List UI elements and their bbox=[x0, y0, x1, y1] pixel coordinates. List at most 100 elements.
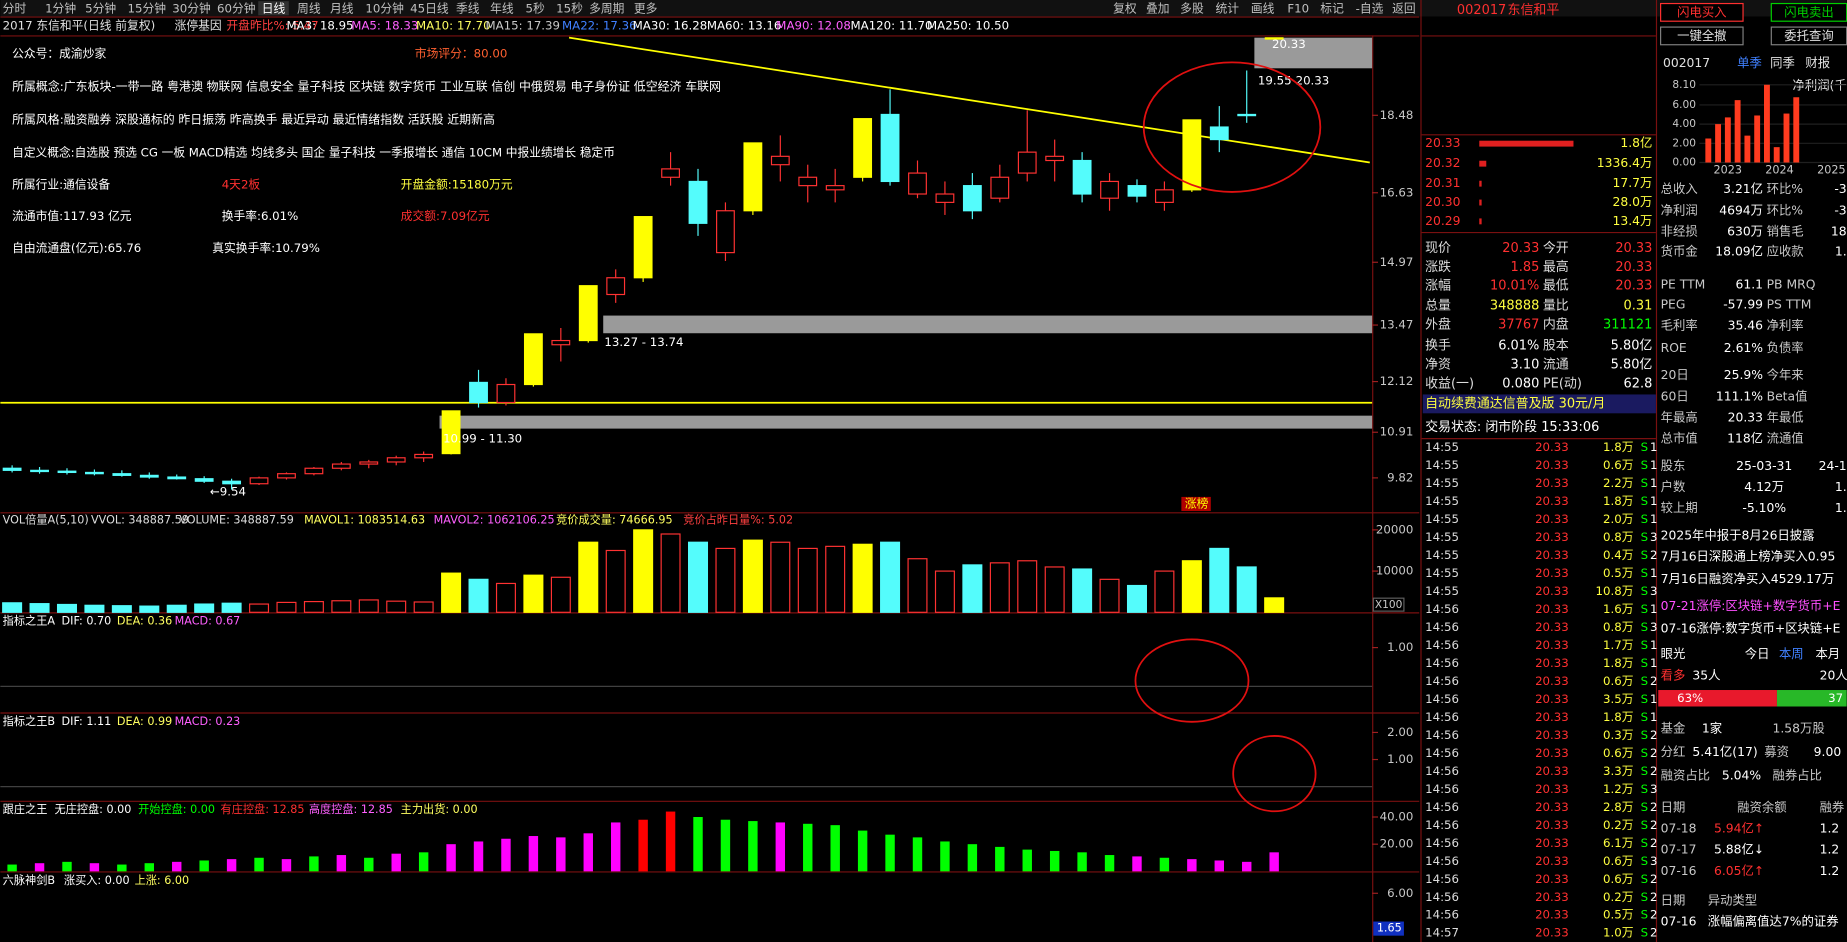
fin-cell: 年最低 bbox=[1767, 411, 1804, 425]
fin-tab[interactable]: 财报 bbox=[1805, 55, 1830, 70]
news-item[interactable]: 7月16日融资净买入4529.17万 bbox=[1661, 572, 1835, 586]
fin-tab[interactable]: 同季 bbox=[1770, 56, 1795, 70]
period-tab[interactable]: 日线 bbox=[262, 1, 286, 15]
tool-button[interactable]: 多股 bbox=[1180, 1, 1204, 15]
trade-side: S bbox=[1641, 440, 1648, 454]
stock-info: 流通市值:117.93 亿元 bbox=[12, 209, 132, 223]
panel-borders bbox=[0, 0, 1658, 942]
period-tab[interactable]: 60分钟 bbox=[217, 1, 256, 15]
period-tab[interactable]: 15秒 bbox=[556, 1, 583, 15]
trade-count: 1 bbox=[1650, 602, 1658, 616]
control-bar bbox=[583, 833, 593, 872]
period-tab[interactable]: 周线 bbox=[297, 1, 321, 15]
period-tab[interactable]: 年线 bbox=[490, 1, 514, 15]
quote-label: PE(动) bbox=[1543, 376, 1582, 391]
period-tab[interactable]: 更多 bbox=[634, 1, 658, 15]
control-bar bbox=[1077, 852, 1087, 872]
price-zone bbox=[603, 315, 1373, 334]
y-tick-label: 14.97 bbox=[1380, 255, 1414, 269]
bid-price: 20.33 bbox=[1425, 136, 1460, 150]
candle-body bbox=[633, 216, 653, 279]
button-frame[interactable] bbox=[1660, 2, 1744, 22]
volume-bar bbox=[797, 547, 818, 613]
volume-bar bbox=[962, 564, 983, 613]
volume-bar bbox=[1072, 568, 1093, 613]
tool-button[interactable]: 统计 bbox=[1216, 1, 1240, 15]
tool-button[interactable]: 叠加 bbox=[1146, 1, 1170, 15]
fin-cell: 总市值 bbox=[1661, 431, 1698, 446]
control-bar bbox=[62, 861, 72, 872]
fin-cell: PE TTM bbox=[1661, 277, 1706, 291]
control-bar bbox=[226, 859, 237, 872]
news-item[interactable]: 7月16日深股通上榜净买入0.95 bbox=[1661, 548, 1836, 563]
banner[interactable]: 自动续费通达信普及版 30元/月 bbox=[1425, 396, 1605, 411]
quote-value: 1.85 bbox=[1511, 260, 1540, 275]
fin-cell: PS TTM bbox=[1767, 297, 1812, 311]
candle-body bbox=[1017, 151, 1037, 174]
tool-button[interactable]: F10 bbox=[1287, 1, 1309, 15]
tool-button[interactable]: 标记 bbox=[1320, 1, 1344, 15]
quote-value: 5.80亿 bbox=[1611, 358, 1653, 373]
period-tab[interactable]: 15分钟 bbox=[128, 1, 167, 15]
control-bar bbox=[803, 823, 813, 872]
vision-tab[interactable]: 本月 bbox=[1815, 647, 1840, 661]
bid-volume: 13.4万 bbox=[1612, 214, 1652, 228]
quote-label: 最低 bbox=[1543, 279, 1569, 294]
period-tab[interactable]: 5秒 bbox=[526, 1, 545, 15]
control-bar bbox=[1187, 859, 1197, 872]
trade-count: 3 bbox=[1650, 854, 1658, 868]
fund-cell: 分红 bbox=[1661, 744, 1686, 759]
period-tab[interactable]: 45日线 bbox=[410, 1, 449, 15]
tool-button[interactable]: 复权 bbox=[1113, 1, 1137, 15]
fin-cell: 35.46 bbox=[1728, 319, 1764, 333]
period-tab[interactable]: 分时 bbox=[3, 1, 27, 15]
candle-body bbox=[962, 185, 982, 212]
tool-button[interactable]: 画线 bbox=[1251, 1, 1275, 15]
trade-volume: 2.0万 bbox=[1603, 512, 1634, 526]
control-bar bbox=[528, 836, 539, 872]
gene-tag[interactable]: 涨停基因 bbox=[175, 18, 222, 32]
control-bar bbox=[1132, 856, 1142, 872]
trade-price: 20.33 bbox=[1535, 458, 1569, 472]
annotation: 20.33 bbox=[1272, 37, 1306, 51]
trade-price: 20.33 bbox=[1535, 782, 1569, 796]
y-tick-label: 0.00 bbox=[1672, 156, 1696, 168]
news-item[interactable]: 2025年中报于8月26日披露 bbox=[1661, 527, 1815, 542]
trade-price: 20.33 bbox=[1535, 602, 1569, 616]
trade-time: 14:56 bbox=[1425, 728, 1459, 742]
action-button[interactable]: 闪电卖出 bbox=[1784, 5, 1833, 19]
news-item[interactable]: 07-16涨停:数字货币+区块链+E bbox=[1661, 620, 1841, 635]
trade-time: 14:55 bbox=[1425, 440, 1459, 454]
button-frame[interactable] bbox=[1660, 26, 1744, 46]
trade-side: S bbox=[1641, 674, 1648, 688]
news-item[interactable]: 07-21涨停:区块链+数字货币+E bbox=[1661, 598, 1841, 613]
action-button[interactable]: 一键全撤 bbox=[1677, 28, 1726, 43]
volume-bar bbox=[1099, 578, 1120, 613]
y-tick-label: 12.12 bbox=[1380, 374, 1414, 388]
period-tab[interactable]: 10分钟 bbox=[365, 1, 404, 15]
period-tab[interactable]: 季线 bbox=[456, 1, 480, 15]
candle-body bbox=[1072, 159, 1092, 195]
fin-cell: ROE bbox=[1661, 341, 1687, 355]
tool-button[interactable]: -自选 bbox=[1356, 1, 1384, 15]
trade-price: 20.33 bbox=[1535, 692, 1569, 706]
tool-button[interactable]: 返回 bbox=[1392, 1, 1416, 15]
action-button[interactable]: 委托查询 bbox=[1784, 29, 1833, 43]
action-button[interactable]: 闪电买入 bbox=[1677, 5, 1726, 19]
period-tab[interactable]: 5分钟 bbox=[85, 1, 116, 15]
ma-label: MA15: 17.39 bbox=[485, 18, 560, 32]
fin-tab[interactable]: 单季 bbox=[1737, 56, 1762, 70]
period-tab[interactable]: 30分钟 bbox=[172, 1, 211, 15]
vision-tab[interactable]: 本周 bbox=[1779, 647, 1804, 661]
volume-bar bbox=[249, 603, 270, 613]
vision-tab[interactable]: 今日 bbox=[1745, 646, 1770, 661]
quote-value: 62.8 bbox=[1624, 376, 1653, 391]
trade-price: 20.33 bbox=[1535, 926, 1569, 940]
period-tab[interactable]: 月线 bbox=[330, 1, 354, 15]
fin-cell: 630万 bbox=[1727, 224, 1763, 238]
period-tab[interactable]: 多周期 bbox=[589, 1, 624, 15]
period-tab[interactable]: 1分钟 bbox=[45, 1, 76, 15]
trade-time: 14:55 bbox=[1425, 512, 1459, 526]
stock-info: 4天2板 bbox=[222, 177, 261, 191]
fund-cell: 融资占比 bbox=[1661, 767, 1710, 782]
